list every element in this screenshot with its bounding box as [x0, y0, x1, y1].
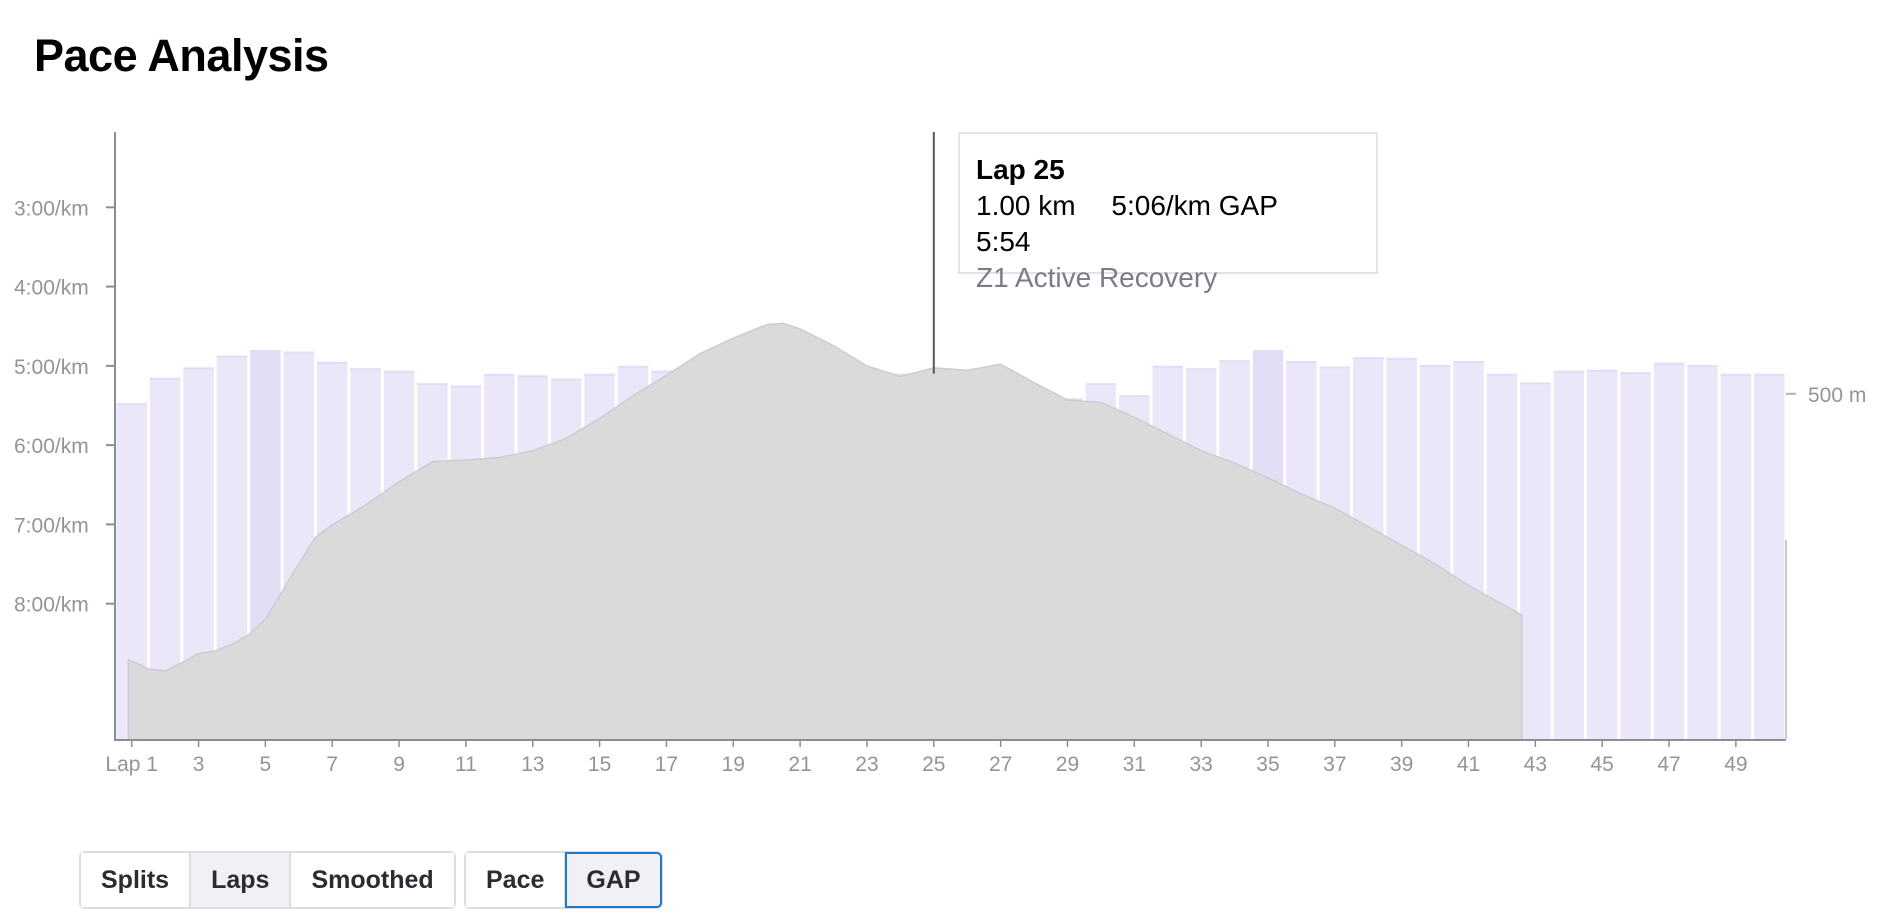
lap-tooltip: Lap 25 1.00 km 5:06/km GAP 5:54 Z1 Activ… — [958, 132, 1378, 293]
lap-bar-48[interactable] — [1687, 365, 1718, 740]
tooltip-zone: Z1 Active Recovery — [976, 262, 1218, 293]
view-toggle-group: Splits Laps Smoothed — [79, 851, 456, 909]
lap-bar-50[interactable] — [1754, 373, 1785, 740]
x-tick-label: 37 — [1323, 753, 1346, 776]
x-tick-label: 35 — [1256, 753, 1279, 776]
lap-bar-44[interactable] — [1553, 370, 1584, 740]
lap-bar-47[interactable] — [1653, 362, 1685, 740]
tooltip-pace: 5:06/km GAP — [1111, 190, 1278, 221]
x-tick-label: 19 — [722, 753, 745, 776]
x-tick-label: 47 — [1657, 753, 1680, 776]
x-tick-label: 21 — [788, 753, 811, 776]
x-tick-label: 33 — [1189, 753, 1212, 776]
lap-bar-49[interactable] — [1720, 373, 1752, 740]
y-tick-label: 6:00/km — [14, 435, 89, 458]
x-tick-label: 7 — [326, 753, 338, 776]
x-tick-label: 39 — [1390, 753, 1413, 776]
tooltip-title: Lap 25 — [976, 154, 1065, 185]
tooltip-stats: 1.00 km 5:06/km GAP 5:54 — [976, 188, 1360, 260]
x-tick-label: 43 — [1524, 753, 1547, 776]
x-tick-label: 11 — [455, 753, 477, 776]
x-tick-label: 31 — [1123, 753, 1146, 776]
x-tick-label: 27 — [989, 753, 1012, 776]
smoothed-button[interactable]: Smoothed — [291, 853, 454, 907]
tooltip-time: 5:54 — [976, 226, 1031, 257]
splits-button[interactable]: Splits — [81, 853, 192, 907]
x-tick-label: 41 — [1457, 753, 1480, 776]
lap-bar-46[interactable] — [1620, 372, 1651, 740]
x-tick-label: 49 — [1724, 753, 1747, 776]
pace-button[interactable]: Pace — [466, 853, 567, 907]
y-tick-label: 5:00/km — [14, 356, 89, 379]
metric-toggle-group: Pace GAP — [464, 851, 663, 909]
gap-button[interactable]: GAP — [565, 852, 662, 908]
x-tick-label: 23 — [855, 753, 878, 776]
x-tick-label: 25 — [922, 753, 945, 776]
x-tick-label: 29 — [1056, 753, 1079, 776]
x-tick-label: 15 — [588, 753, 611, 776]
x-tick-label: 45 — [1591, 753, 1614, 776]
x-tick-label: 9 — [393, 753, 405, 776]
lap-bar-43[interactable] — [1520, 382, 1551, 740]
pace-chart[interactable]: 3:00/km 4:00/km 5:00/km 6:00/km 7:00/km 8:00/… — [0, 110, 1884, 800]
y-tick-label: 3:00/km — [14, 197, 89, 220]
y-tick-label: 8:00/km — [14, 594, 89, 617]
x-tick-label: 17 — [655, 753, 678, 776]
y-tick-label: 4:00/km — [14, 277, 89, 300]
elevation-tick-label: 500 m — [1808, 384, 1866, 407]
x-tick-label: Lap 1 — [105, 753, 158, 776]
elevation-area — [127, 322, 1523, 741]
x-tick-label: 5 — [260, 753, 272, 776]
tooltip-distance: 1.00 km — [976, 190, 1076, 221]
lap-bar-45[interactable] — [1586, 369, 1618, 740]
y-tick-label: 7:00/km — [14, 514, 89, 537]
x-tick-label: 13 — [521, 753, 544, 776]
x-tick-label: 3 — [193, 753, 205, 776]
page-title: Pace Analysis — [34, 30, 329, 81]
laps-button[interactable]: Laps — [191, 853, 292, 907]
